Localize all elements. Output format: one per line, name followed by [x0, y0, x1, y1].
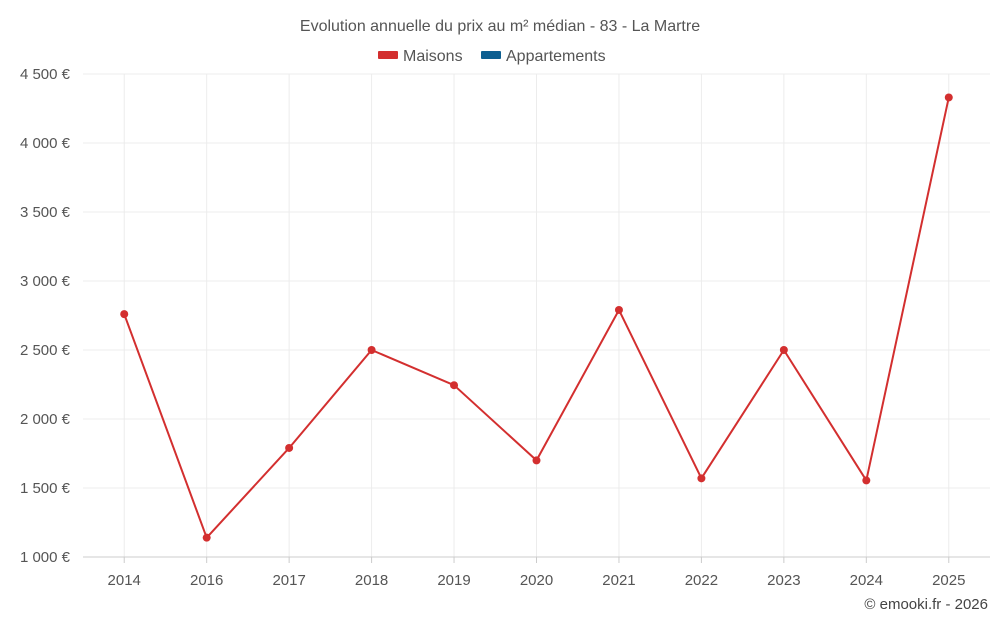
y-tick-label: 1 500 € [20, 480, 71, 497]
x-tick-label: 2023 [767, 572, 800, 589]
y-tick-label: 3 500 € [20, 204, 71, 221]
y-tick-label: 2 500 € [20, 342, 71, 359]
x-tick-label: 2025 [932, 572, 965, 589]
legend-label-appartements: Appartements [506, 48, 606, 65]
legend-item-appartements[interactable]: Appartements [481, 48, 606, 65]
x-tick-label: 2024 [850, 572, 883, 589]
data-point-maisons[interactable] [862, 476, 871, 485]
x-tick-label: 2020 [520, 572, 553, 589]
x-tick-label: 2016 [190, 572, 223, 589]
x-axis: 2014 2016 2017 2018 2019 2020 2021 2022 2023 2024… [83, 556, 990, 589]
y-tick-label: 4 000 € [20, 135, 71, 152]
legend-item-maisons[interactable]: Maisons [378, 48, 463, 65]
data-point-maisons[interactable] [944, 93, 953, 102]
credit-text: © emooki.fr - 2026 [864, 596, 988, 613]
x-tick-label: 2018 [355, 572, 388, 589]
series-group [120, 93, 953, 542]
x-tick-label: 2021 [602, 572, 635, 589]
data-point-maisons[interactable] [285, 443, 294, 452]
y-tick-label: 1 000 € [20, 549, 71, 566]
data-point-maisons[interactable] [367, 346, 376, 354]
grid [83, 73, 990, 557]
legend-swatch-appartements [481, 51, 501, 59]
x-tick-label: 2019 [437, 572, 470, 589]
data-point-maisons[interactable] [202, 533, 211, 542]
data-point-maisons[interactable] [697, 474, 706, 483]
y-tick-label: 2 000 € [20, 411, 71, 428]
data-point-maisons[interactable] [779, 346, 788, 354]
y-tick-label: 4 500 € [20, 66, 71, 83]
y-tick-label: 3 000 € [20, 273, 71, 290]
legend: Maisons Appartements [378, 48, 606, 65]
data-point-maisons[interactable] [120, 310, 129, 319]
x-tick-label: 2017 [272, 572, 305, 589]
x-tick-label: 2014 [108, 572, 141, 589]
data-point-maisons[interactable] [450, 381, 459, 390]
chart-title: Evolution annuelle du prix au m² médian … [300, 18, 700, 35]
legend-swatch-maisons [378, 51, 398, 59]
data-point-maisons[interactable] [614, 305, 623, 314]
legend-label-maisons: Maisons [403, 48, 463, 65]
data-point-maisons[interactable] [532, 456, 541, 465]
x-tick-label: 2022 [685, 572, 718, 589]
y-axis: 1 000 € 1 500 € 2 000 € 2 500 € 3 000 € 3 500… [20, 66, 71, 566]
